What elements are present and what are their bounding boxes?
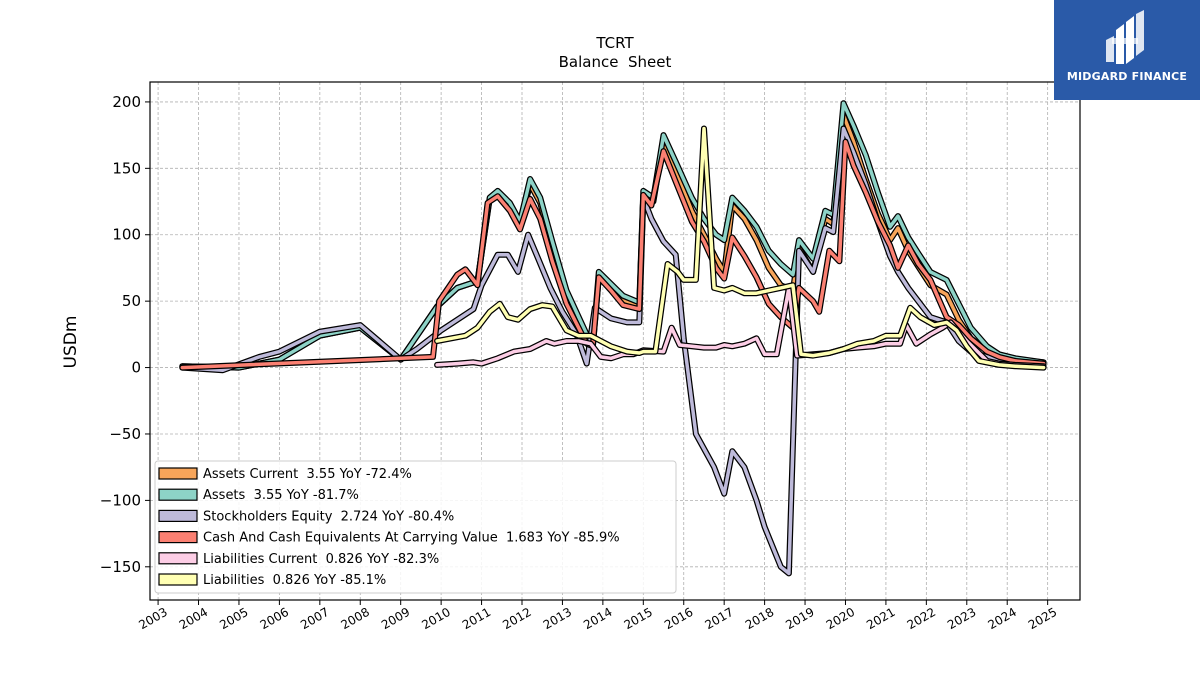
series-line-outline (179, 100, 1047, 371)
y-tick-label: 50 (122, 292, 141, 310)
x-tick-label: 2022 (905, 605, 938, 632)
y-axis-ticks: −150 −100 −50 0 50 100 150 200 (100, 93, 150, 576)
legend-swatch (158, 488, 198, 501)
x-tick-label: 2021 (864, 605, 897, 632)
y-tick-label: 0 (131, 359, 141, 377)
x-tick-label: 2012 (500, 605, 533, 632)
y-tick-label: 100 (112, 226, 141, 244)
legend-label: Assets 3.55 YoY -81.7% (203, 488, 359, 503)
series-3 (179, 138, 1047, 371)
y-tick-label: 150 (112, 159, 141, 177)
x-tick-label: 2025 (1026, 605, 1059, 632)
legend-swatch (158, 509, 198, 522)
series-1 (179, 100, 1047, 371)
midgard-finance-logo: MIDGARD FINANCE (1054, 0, 1200, 100)
x-axis-ticks: 2003 2004 2005 2006 2007 2008 2009 2010 2011 2012… (136, 600, 1059, 632)
series-4 (434, 284, 1047, 370)
x-tick-label: 2024 (985, 605, 1018, 632)
series-lines (179, 100, 1047, 577)
x-tick-label: 2013 (541, 605, 574, 632)
legend-label: Stockholders Equity 2.724 YoY -80.4% (203, 509, 454, 524)
y-tick-label: −100 (100, 491, 141, 509)
x-tick-label: 2009 (379, 605, 412, 632)
x-tick-label: 2008 (339, 605, 372, 632)
legend-label: Liabilities 0.826 YoY -85.1% (203, 573, 386, 588)
legend-label: Cash And Cash Equivalents At Carrying Va… (203, 531, 620, 546)
series-line (180, 101, 1046, 370)
x-tick-label: 2015 (622, 605, 655, 632)
legend-label: Liabilities Current 0.826 YoY -82.3% (203, 552, 439, 567)
legend-swatch (158, 467, 198, 480)
legend-swatch (158, 530, 198, 544)
x-tick-label: 2004 (177, 605, 210, 632)
legend-swatch (158, 573, 198, 586)
series-line (180, 113, 1046, 370)
series-line (435, 126, 1046, 370)
series-2 (179, 125, 1047, 577)
x-tick-label: 2017 (702, 605, 735, 632)
chart-subtitle: Balance Sheet (559, 53, 672, 71)
x-tick-label: 2010 (419, 605, 452, 632)
midgard-finance-logo-icon (1106, 10, 1144, 64)
y-tick-label: 200 (112, 93, 141, 111)
legend-swatch (158, 552, 198, 565)
x-tick-label: 2019 (783, 605, 816, 632)
y-tick-label: −50 (109, 425, 141, 443)
series-line-outline (179, 112, 1047, 371)
legend-label: Assets Current 3.55 YoY -72.4% (203, 467, 412, 482)
x-tick-label: 2023 (945, 605, 978, 632)
x-tick-label: 2006 (258, 605, 291, 632)
y-tick-label: −150 (100, 558, 141, 576)
brand-name: MIDGARD FINANCE (1066, 70, 1188, 83)
series-0 (179, 112, 1047, 371)
x-tick-label: 2007 (298, 605, 331, 632)
series-line (435, 286, 1046, 368)
x-tick-label: 2005 (217, 605, 250, 632)
x-tick-label: 2018 (743, 605, 776, 632)
series-line (180, 140, 1046, 370)
x-tick-label: 2020 (824, 605, 857, 632)
x-tick-label: 2011 (460, 605, 493, 632)
y-axis-label: USDm (61, 316, 81, 369)
series-5 (434, 125, 1047, 371)
legend: Assets Current 3.55 YoY -72.4% Assets 3.5… (154, 460, 677, 594)
legend-box (154, 460, 677, 594)
x-tick-label: 2016 (662, 605, 695, 632)
chart-title: TCRT (595, 34, 634, 52)
x-tick-label: 2003 (136, 605, 169, 632)
series-line (180, 126, 1046, 576)
plot-frame (149, 81, 1081, 601)
x-tick-label: 2014 (581, 605, 614, 632)
